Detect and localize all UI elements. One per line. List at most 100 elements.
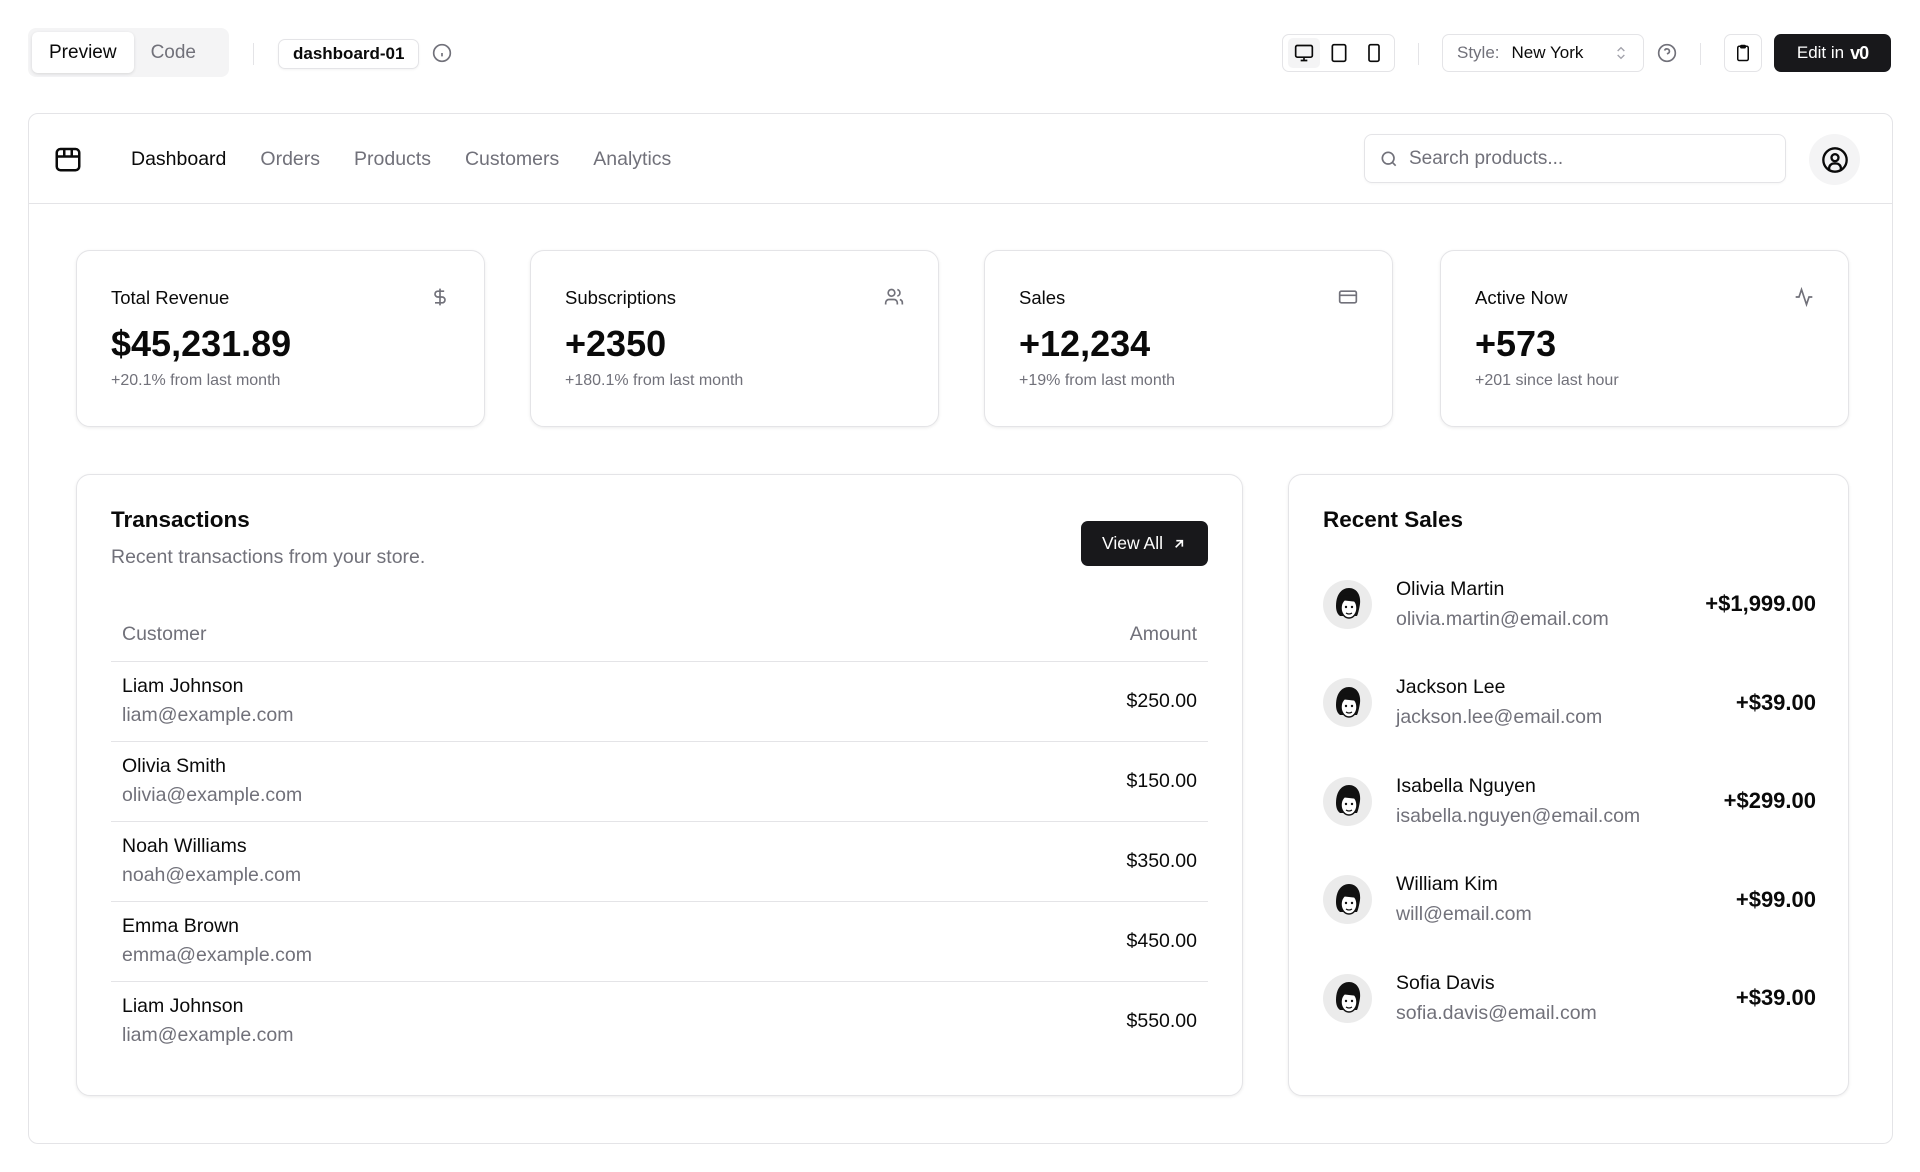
stat-title: Subscriptions	[565, 287, 677, 308]
search-icon	[1381, 151, 1397, 166]
stat-value: +2350	[565, 323, 667, 364]
chevrons-up-down-icon	[1617, 46, 1625, 60]
sale-amount: +$39.00	[1735, 985, 1816, 1011]
column-header-customer: Customer	[111, 609, 875, 662]
amount-cell: $250.00	[874, 661, 1208, 742]
table-row[interactable]: Olivia Smith olivia@example.com $150.00	[111, 741, 1208, 822]
recent-sales-card: Recent Sales Olivia Martin olivia.martin@…	[1288, 474, 1849, 1096]
stat-value: $45,231.89	[111, 323, 292, 364]
sale-amount: +$1,999.00	[1705, 591, 1816, 616]
customer-cell: Liam Johnson liam@example.com	[111, 661, 875, 742]
nav-products[interactable]: Products	[354, 147, 431, 170]
dollar-icon	[430, 287, 450, 312]
stat-value: +573	[1475, 323, 1557, 364]
user-circle-icon	[1821, 146, 1848, 173]
customer-email: noah@example.com	[122, 864, 302, 886]
activity-icon	[1794, 286, 1814, 312]
info-icon[interactable]	[432, 43, 452, 63]
style-label: Style:	[1457, 43, 1500, 62]
edit-in-v0-button[interactable]: Edit in v0	[1774, 34, 1891, 72]
customer-cell: Liam Johnson liam@example.com	[111, 981, 875, 1061]
customer-email: olivia@example.com	[122, 784, 303, 806]
view-all-label: View All	[1102, 533, 1163, 553]
amount-cell: $450.00	[874, 901, 1208, 982]
smartphone-icon	[1367, 43, 1380, 63]
copy-button[interactable]	[1724, 34, 1762, 72]
customer-cell: Emma Brown emma@example.com	[111, 901, 875, 982]
nav-customers[interactable]: Customers	[464, 147, 560, 170]
search-box	[1364, 134, 1786, 183]
users-icon	[884, 287, 904, 312]
table-row[interactable]: Emma Brown emma@example.com $450.00	[111, 901, 1208, 982]
sale-item: William Kim will@email.com +$99.00	[1323, 865, 1816, 935]
style-value: New York	[1511, 43, 1584, 62]
avatar	[1323, 678, 1372, 728]
main-nav: Dashboard Orders Products Customers Anal…	[131, 114, 671, 204]
view-tabs: Preview Code	[28, 28, 229, 77]
customer-cell: Noah Williams noah@example.com	[111, 821, 875, 902]
nav-analytics[interactable]: Analytics	[593, 147, 672, 170]
sale-amount: +$39.00	[1735, 689, 1816, 715]
avatar	[1323, 973, 1372, 1023]
tab-preview[interactable]: Preview	[32, 32, 134, 73]
sale-item: Sofia Davis sofia.davis@email.com +$39.00	[1323, 963, 1816, 1033]
customer-name: Emma Brown	[122, 915, 240, 937]
avatar	[1323, 875, 1372, 925]
amount-cell: $550.00	[1126, 1009, 1198, 1032]
transactions-title: Transactions	[111, 507, 250, 532]
customer-name: Liam Johnson	[122, 675, 244, 697]
monitor-icon	[1294, 44, 1313, 62]
style-select[interactable]: Style: New York	[1442, 34, 1644, 72]
stat-title: Total Revenue	[111, 287, 230, 308]
nav-dashboard[interactable]: Dashboard	[131, 147, 227, 170]
tablet-view-button[interactable]	[1323, 38, 1355, 68]
sale-amount: +$99.00	[1735, 886, 1816, 912]
v0-logo: v0	[1850, 42, 1869, 63]
avatar	[1323, 579, 1372, 629]
sale-item: Olivia Martin olivia.martin@email.com +$1…	[1323, 569, 1816, 639]
credit-card-icon	[1338, 287, 1358, 312]
stat-title: Sales	[1019, 287, 1066, 308]
transactions-description: Recent transactions from your store.	[111, 546, 426, 568]
customer-email: emma@example.com	[122, 944, 312, 966]
customer-name: Olivia Smith	[122, 755, 227, 777]
sale-name: Sofia Davis	[1396, 971, 1495, 994]
stat-card: Active Now +573 +201 since last hour	[1440, 250, 1849, 427]
amount-cell: $150.00	[874, 741, 1208, 822]
search-input[interactable]	[1409, 147, 1769, 170]
avatar	[1323, 776, 1372, 826]
tab-code[interactable]: Code	[150, 41, 196, 63]
view-all-button[interactable]: View All	[1081, 521, 1208, 566]
sale-amount: +$299.00	[1723, 788, 1816, 814]
customer-name: Noah Williams	[122, 835, 247, 857]
customer-name: Liam Johnson	[122, 995, 244, 1018]
transactions-card: Transactions Recent transactions from yo…	[76, 474, 1243, 1096]
stat-card: Subscriptions +2350 +180.1% from last mo…	[530, 250, 939, 427]
table-row[interactable]: Liam Johnson liam@example.com $550.00	[111, 981, 1208, 1061]
stat-card: Total Revenue $45,231.89 +20.1% from las…	[76, 250, 485, 427]
edit-label: Edit in	[1796, 43, 1845, 62]
table-row[interactable]: Liam Johnson liam@example.com $250.00	[111, 661, 1208, 742]
desktop-view-button[interactable]	[1287, 38, 1320, 68]
sale-email: isabella.nguyen@email.com	[1396, 804, 1641, 827]
device-toggle-group	[1282, 34, 1395, 72]
sale-name: William Kim	[1396, 873, 1498, 896]
stat-change: +201 since last hour	[1475, 372, 1619, 389]
amount-cell: $350.00	[874, 821, 1208, 902]
help-icon[interactable]	[1657, 43, 1677, 63]
stat-change: +19% from last month	[1019, 372, 1176, 389]
mobile-view-button[interactable]	[1358, 38, 1390, 68]
customer-email: liam@example.com	[122, 704, 294, 726]
sale-name: Isabella Nguyen	[1396, 774, 1536, 797]
transactions-table: Customer Amount Liam Johnson liam@example…	[111, 609, 1208, 1061]
preview-frame: Dashboard Orders Products Customers Anal…	[28, 113, 1893, 1144]
app-header: Dashboard Orders Products Customers Anal…	[29, 114, 1892, 204]
table-row[interactable]: Noah Williams noah@example.com $350.00	[111, 821, 1208, 902]
package-icon[interactable]	[53, 144, 83, 179]
customer-cell: Olivia Smith olivia@example.com	[111, 741, 875, 822]
sale-email: will@email.com	[1396, 903, 1532, 926]
nav-orders[interactable]: Orders	[260, 147, 321, 170]
divider	[1700, 43, 1701, 65]
user-menu-button[interactable]	[1809, 134, 1860, 185]
stat-change: +20.1% from last month	[111, 372, 281, 389]
